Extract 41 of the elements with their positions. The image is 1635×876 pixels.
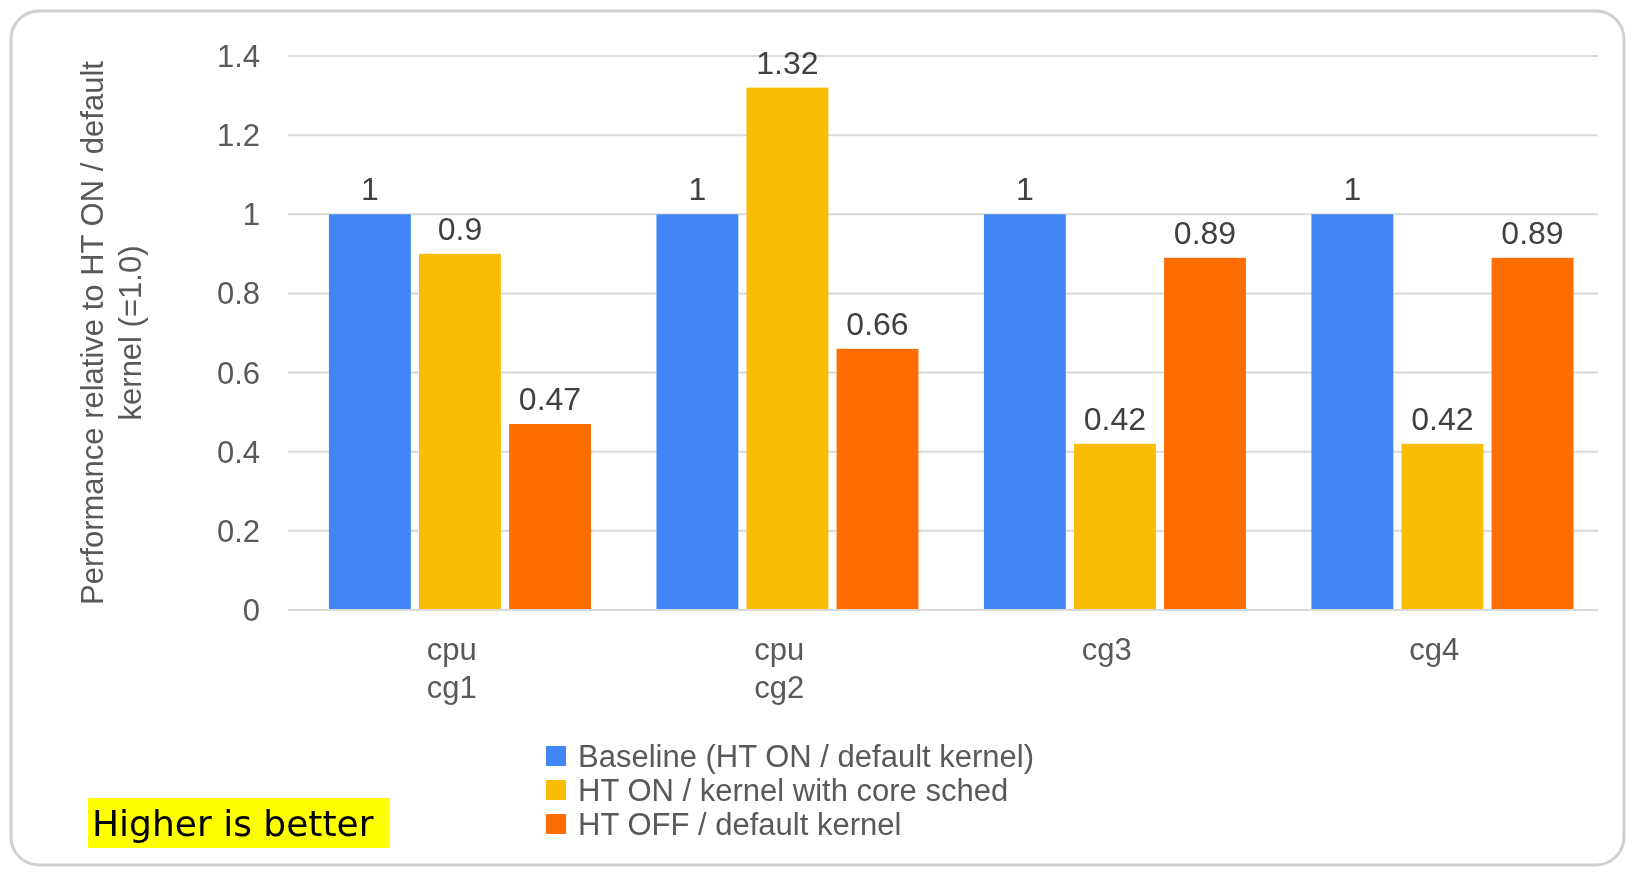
bar <box>983 214 1066 610</box>
bar <box>1401 443 1484 610</box>
data-label: 1 <box>360 171 379 208</box>
legend-label: HT ON / kernel with core sched <box>578 773 1009 808</box>
y-tick-label: 0.4 <box>216 434 260 470</box>
bar <box>656 214 739 610</box>
legend-label: HT OFF / default kernel <box>578 807 902 842</box>
legend-label: Baseline (HT ON / default kernel) <box>578 739 1035 774</box>
bar <box>746 87 829 610</box>
bar <box>1164 257 1246 610</box>
y-tick-label: 0.8 <box>216 276 260 312</box>
bar <box>509 424 591 610</box>
y-tick-label: 1.4 <box>216 39 260 74</box>
data-label: 0.47 <box>518 381 582 418</box>
data-label: 1 <box>1343 171 1362 208</box>
y-tick-label: 0.6 <box>216 355 260 391</box>
text: Higher is better <box>92 803 374 844</box>
bar <box>419 253 501 610</box>
x-tick-label: cpu cg2 <box>754 632 805 705</box>
data-label: 0.89 <box>1173 214 1237 251</box>
data-label: 0.42 <box>1411 400 1474 437</box>
bar <box>1491 257 1574 610</box>
y-tick-label: 1.2 <box>216 118 260 154</box>
bar <box>1074 443 1156 610</box>
bar <box>1311 214 1394 610</box>
x-tick-label: cpu cg1 <box>426 632 477 705</box>
data-label: 0.42 <box>1083 400 1147 437</box>
bar <box>836 348 919 610</box>
x-tick-label: cg4 <box>1409 632 1460 667</box>
data-label: 0.89 <box>1501 214 1564 251</box>
bar <box>328 214 411 610</box>
data-label: 0.9 <box>437 210 483 247</box>
y-tick-label: 0 <box>242 593 260 628</box>
data-label: 0.66 <box>846 305 909 342</box>
y-tick-label: 1 <box>242 197 260 233</box>
data-label: 1 <box>1015 171 1034 208</box>
data-label: 1.32 <box>756 44 819 81</box>
y-axis-title: Performance relative to HT ON / default kernel (=1.0) <box>75 60 148 605</box>
y-tick-label: 0.2 <box>216 513 260 549</box>
data-label: 1 <box>688 171 707 208</box>
x-tick-label: cg3 <box>1081 632 1132 667</box>
